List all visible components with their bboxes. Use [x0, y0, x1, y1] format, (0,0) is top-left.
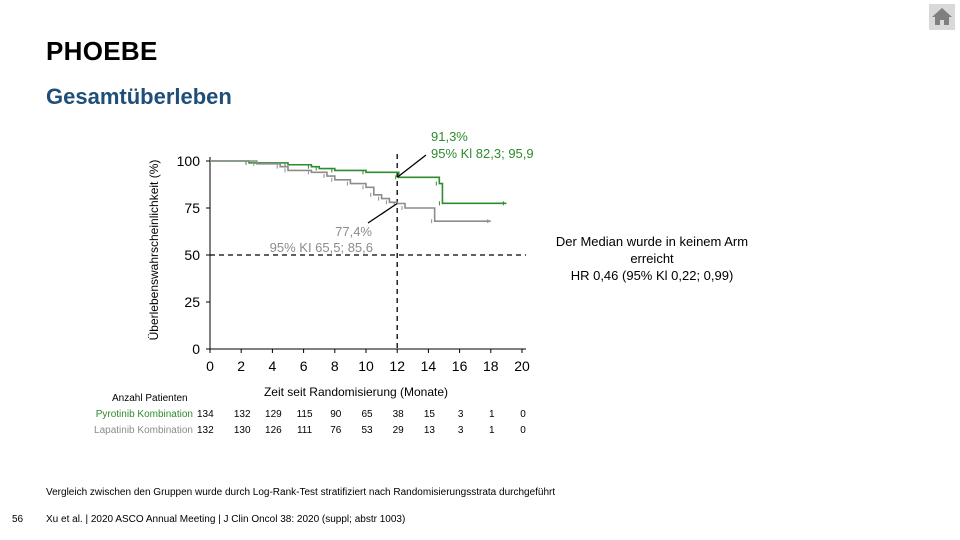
x-tick-label: 8 — [331, 358, 339, 374]
pyrotinib-survival-curve — [210, 160, 507, 205]
median-annotation-line2: erreicht — [630, 251, 674, 266]
x-tick-label: 12 — [389, 358, 405, 374]
footnote: Vergleich zwischen den Gruppen wurde dur… — [46, 487, 556, 498]
lapatinib-12m-ci: 95% KI 65,5; 85,6 — [270, 240, 373, 255]
y-tick-label: 100 — [177, 153, 201, 169]
x-tick-label: 20 — [514, 358, 530, 374]
x-tick-label: 6 — [300, 358, 308, 374]
y-axis-label: Überlebenswahrscheinlichkeit (%) — [147, 160, 161, 341]
x-tick-label: 16 — [452, 358, 468, 374]
median-annotation-line1: Der Median wurde in keinem Arm — [555, 234, 749, 249]
lapatinib-12m-value: 77,4% — [335, 224, 372, 239]
slide-title: PHOEBE — [46, 36, 158, 66]
x-tick-label: 18 — [483, 358, 499, 374]
y-tick-label: 75 — [184, 200, 200, 216]
y-tick-label: 25 — [184, 294, 200, 310]
lapatinib-survival-curve — [210, 160, 491, 222]
x-tick-label: 2 — [237, 358, 245, 374]
x-axis-label: Zeit seit Randomisierung (Monate) — [264, 385, 448, 399]
hazard-ratio-text: HR 0,46 (95% Kl 0,22; 0,99) — [570, 268, 734, 283]
lapatinib-callout-line — [367, 202, 398, 224]
x-tick-label: 0 — [206, 358, 214, 374]
y-tick-label: 0 — [192, 341, 200, 357]
page-number: 56 — [12, 514, 24, 525]
home-icon — [932, 8, 952, 25]
median-annotation: Der Median wurde in keinem Arm erreicht … — [522, 233, 782, 284]
pyrotinib-12m-ci: 95% Kl 82,3; 95,9 — [431, 146, 534, 161]
pyrotinib-12m-value: 91,3% — [431, 129, 468, 144]
slide-subtitle: Gesamtüberleben — [46, 84, 232, 109]
x-tick-label: 14 — [421, 358, 437, 374]
y-tick-label: 50 — [184, 247, 200, 263]
home-button[interactable] — [929, 4, 955, 30]
x-tick-label: 4 — [269, 358, 277, 374]
citation: Xu et al. | 2020 ASCO Annual Meeting | J… — [46, 514, 406, 525]
x-tick-label: 10 — [358, 358, 374, 374]
pyrotinib-callout-line — [396, 154, 427, 178]
